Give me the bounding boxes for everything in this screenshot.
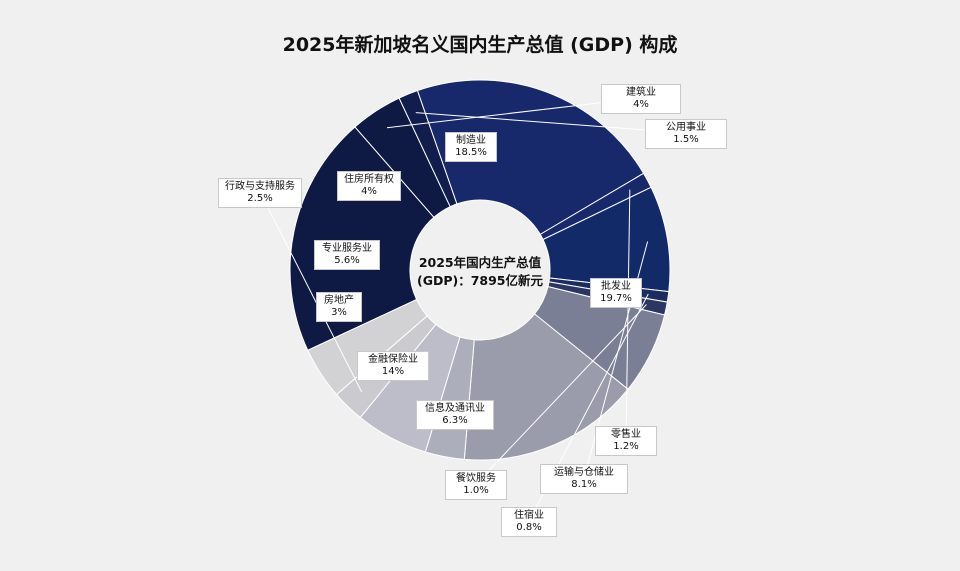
slice-label-name: 信息及通讯业 — [425, 403, 485, 414]
chart-title: 2025年新加坡名义国内生产总值 (GDP) 构成 — [282, 34, 678, 56]
slice-label-name: 制造业 — [456, 135, 486, 146]
slice-label-value: 14% — [381, 366, 405, 377]
slice-label-name: 餐饮服务 — [456, 473, 496, 484]
slice-label-name: 专业服务业 — [322, 243, 372, 254]
slice-label-name: 建筑业 — [626, 87, 656, 98]
donut-slice-13 — [307, 298, 428, 396]
slice-label-name: 行政与支持服务 — [225, 181, 295, 192]
slice-label-value: 4% — [633, 99, 649, 110]
slice-label-value: 8.1% — [571, 479, 597, 490]
slice-label-name: 住宿业 — [514, 510, 544, 521]
slice-label-name: 零售业 — [611, 429, 641, 440]
slice-label-7: 餐饮服务 1.0% — [445, 470, 507, 500]
slice-label-value: 6.3% — [442, 415, 468, 426]
slice-label-value: 1.2% — [613, 441, 639, 452]
slice-label-value: 19.7% — [600, 293, 632, 304]
slice-label-8: 信息及通讯业 6.3% — [416, 400, 494, 430]
donut-slice-3 — [416, 79, 645, 236]
slice-label-4: 零售业 1.2% — [595, 426, 657, 456]
slice-label-name: 运输与仓储业 — [554, 467, 614, 478]
slice-label-name: 批发业 — [601, 281, 631, 292]
slice-label-value: 2.5% — [247, 193, 273, 204]
slice-label-name: 金融保险业 — [368, 354, 418, 365]
slice-label-1: 建筑业 4% — [601, 84, 681, 114]
slice-label-value: 4% — [361, 186, 377, 197]
slice-label-2: 公用事业 1.5% — [645, 119, 727, 149]
slice-label-value: 0.8% — [516, 522, 542, 533]
slice-label-name: 房地产 — [324, 295, 354, 306]
slice-label-name: 公用事业 — [666, 122, 706, 133]
leader-line-2 — [415, 112, 687, 134]
center-label-line-1: 2025年国内生产总值 — [418, 255, 542, 270]
slice-label-9: 金融保险业 14% — [357, 351, 429, 381]
slice-label-6: 住宿业 0.8% — [501, 507, 557, 537]
slice-label-value: 1.5% — [673, 134, 699, 145]
slice-label-value: 5.6% — [334, 255, 360, 266]
slice-label-11: 专业服务业 5.6% — [314, 240, 380, 270]
leader-line-12 — [259, 191, 363, 393]
slice-label-13: 住房所有权 4% — [337, 171, 401, 201]
donut-slice-9 — [463, 313, 629, 461]
leader-line-1 — [386, 97, 642, 129]
slice-label-name: 住房所有权 — [344, 174, 394, 185]
center-label: 2025年国内生产总值 (GDP)：7895亿新元 — [400, 254, 560, 290]
slice-label-12: 行政与支持服务 2.5% — [218, 178, 302, 208]
center-label-line-2: (GDP)：7895亿新元 — [416, 273, 543, 288]
leader-line-7 — [475, 304, 647, 485]
slice-label-value: 18.5% — [455, 147, 487, 158]
slice-label-0: 制造业 18.5% — [445, 132, 497, 162]
slice-label-value: 3% — [331, 307, 347, 318]
slice-label-value: 1.0% — [463, 485, 489, 496]
slice-label-3: 批发业 19.7% — [590, 278, 642, 308]
slice-label-10: 房地产 3% — [316, 292, 362, 322]
slice-label-5: 运输与仓储业 8.1% — [540, 464, 628, 494]
